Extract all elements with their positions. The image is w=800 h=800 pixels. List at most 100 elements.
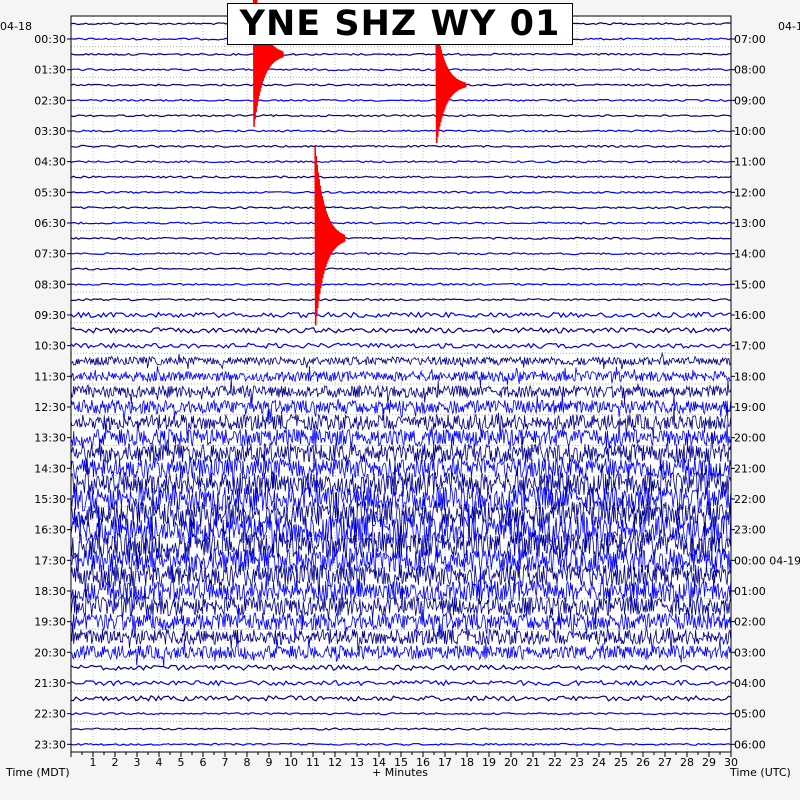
- trace-line: [70, 160, 732, 164]
- left-time-label: 08:30: [34, 278, 66, 291]
- right-time-label: 05:00: [734, 708, 766, 721]
- trace-line: [70, 326, 732, 334]
- trace-line: [70, 621, 732, 653]
- trace-line: [70, 637, 732, 667]
- trace-line: [70, 405, 732, 439]
- right-time-label: 13:00: [734, 217, 766, 230]
- left-time-label: 13:30: [34, 432, 66, 445]
- trace-line: [70, 365, 731, 386]
- trace-line: [70, 551, 732, 598]
- right-time-label: 18:00: [734, 370, 766, 383]
- trace-line: [70, 352, 732, 370]
- trace-line: [70, 585, 732, 627]
- x-tick-label: 12: [328, 756, 342, 769]
- trace-line: [70, 311, 731, 319]
- x-tick-label: 2: [112, 756, 119, 769]
- left-time-label: 16:30: [34, 524, 66, 537]
- trace-line: [70, 114, 732, 118]
- left-time-label: 09:30: [34, 309, 66, 322]
- x-tick-label: 15: [394, 756, 408, 769]
- trace-line: [71, 282, 732, 286]
- left-time-label: 22:30: [34, 708, 66, 721]
- x-tick-label: 17: [438, 756, 452, 769]
- trace-line: [70, 267, 732, 271]
- x-tick-label: 1: [90, 756, 97, 769]
- left-time-label: 05:30: [34, 186, 66, 199]
- right-time-label: 11:00: [734, 156, 766, 169]
- trace-line: [70, 727, 732, 731]
- left-time-label: 20:30: [34, 646, 66, 659]
- x-tick-label: 28: [680, 756, 694, 769]
- left-time-label: 23:30: [34, 738, 66, 751]
- x-tick-label: 30: [724, 756, 738, 769]
- right-time-label: 23:00: [734, 524, 766, 537]
- trace-line: [70, 144, 732, 148]
- right-time-label: 14:00: [734, 248, 766, 261]
- left-time-label: 03:30: [34, 125, 66, 138]
- left-time-label: 11:30: [34, 370, 66, 383]
- left-axis-label: Time (MDT): [6, 766, 70, 779]
- right-time-label: 16:00: [734, 309, 766, 322]
- x-tick-label: 7: [222, 756, 229, 769]
- right-time-label: 04:00: [734, 677, 766, 690]
- left-time-label: 00:30: [34, 33, 66, 46]
- trace-line: [70, 679, 732, 687]
- left-time-label: 01:30: [34, 64, 66, 77]
- right-time-label: 15:00: [734, 278, 766, 291]
- x-tick-label: 3: [134, 756, 141, 769]
- trace-line: [70, 459, 732, 506]
- trace-line: [70, 129, 732, 133]
- trace-line: [70, 432, 732, 472]
- x-tick-label: 14: [372, 756, 386, 769]
- x-tick-label: 20: [504, 756, 518, 769]
- right-time-label: 21:00: [734, 462, 766, 475]
- x-tick-label: 4: [156, 756, 163, 769]
- trace-line: [70, 98, 732, 102]
- left-time-label: 12:30: [34, 401, 66, 414]
- left-time-label: 07:30: [34, 248, 66, 261]
- trace-line: [70, 472, 732, 525]
- trace-line: [70, 175, 732, 179]
- x-tick-label: 21: [526, 756, 540, 769]
- trace-line: [70, 342, 732, 350]
- left-time-label: 15:30: [34, 493, 66, 506]
- x-tick-label: 8: [244, 756, 251, 769]
- right-time-label: 01:00: [734, 585, 766, 598]
- right-time-label: 03:00: [734, 646, 766, 659]
- x-tick-label: 5: [178, 756, 185, 769]
- right-date-label: 04-1: [778, 20, 800, 33]
- x-tick-label: 19: [482, 756, 496, 769]
- left-time-label: 18:30: [34, 585, 66, 598]
- right-time-label: 06:00: [734, 738, 766, 751]
- right-time-label: 02:00: [734, 616, 766, 629]
- right-time-label: 09:00: [734, 94, 766, 107]
- trace-line: [70, 252, 732, 256]
- left-time-label: 06:30: [34, 217, 66, 230]
- left-time-label: 10:30: [34, 340, 66, 353]
- x-tick-label: 29: [702, 756, 716, 769]
- left-time-label: 14:30: [34, 462, 66, 475]
- chart-title: YNE SHZ WY 01: [239, 4, 561, 44]
- x-tick-label: 13: [350, 756, 364, 769]
- trace-line: [70, 664, 732, 672]
- x-tick-label: 9: [266, 756, 273, 769]
- event-trace: [314, 146, 346, 326]
- x-tick-label: 16: [416, 756, 430, 769]
- right-time-label: 22:00: [734, 493, 766, 506]
- x-tick-label: 25: [614, 756, 628, 769]
- x-axis-label: + Minutes: [372, 766, 429, 779]
- x-tick-label: 23: [570, 756, 584, 769]
- right-time-label: 19:00: [734, 401, 766, 414]
- trace-line: [70, 604, 732, 641]
- x-tick-label: 6: [200, 756, 207, 769]
- right-time-label: 12:00: [734, 186, 766, 199]
- x-tick-label: 11: [306, 756, 320, 769]
- x-tick-label: 10: [284, 756, 298, 769]
- title-box: YNE SHZ WY 01: [227, 3, 573, 45]
- trace-line: [70, 68, 732, 72]
- x-tick-label: 18: [460, 756, 474, 769]
- trace-line: [70, 190, 732, 194]
- left-date-label: 04-18: [0, 20, 32, 33]
- trace-line: [70, 298, 732, 302]
- right-time-label: 08:00: [734, 64, 766, 77]
